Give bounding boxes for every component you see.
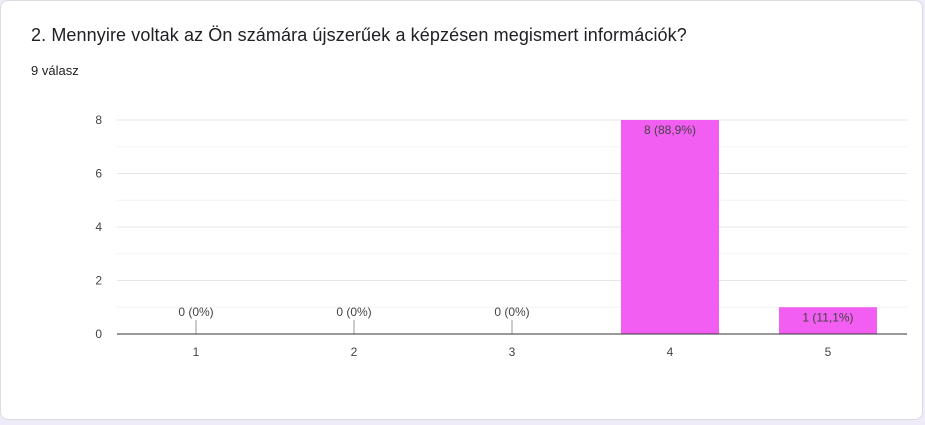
data-label: 0 (0%) [336, 305, 371, 319]
data-label: 0 (0%) [494, 305, 529, 319]
response-count: 9 válasz [31, 63, 79, 78]
x-tick-label: 3 [509, 345, 516, 359]
x-tick-label: 2 [351, 345, 358, 359]
bar [621, 120, 719, 334]
bar [779, 307, 877, 334]
question-title: 2. Mennyire voltak az Ön számára újszerű… [31, 25, 687, 45]
x-tick-label: 4 [667, 345, 674, 359]
y-tick-label: 4 [95, 220, 102, 234]
data-label: 0 (0%) [178, 305, 213, 319]
x-tick-label: 1 [193, 345, 200, 359]
y-tick-label: 6 [95, 167, 102, 181]
y-tick-label: 8 [95, 113, 102, 127]
y-tick-label: 2 [95, 274, 102, 288]
data-label: 8 (88,9%) [644, 123, 696, 137]
data-label: 1 (11,1%) [802, 310, 853, 324]
y-tick-label: 0 [95, 327, 102, 341]
x-tick-label: 5 [825, 345, 832, 359]
